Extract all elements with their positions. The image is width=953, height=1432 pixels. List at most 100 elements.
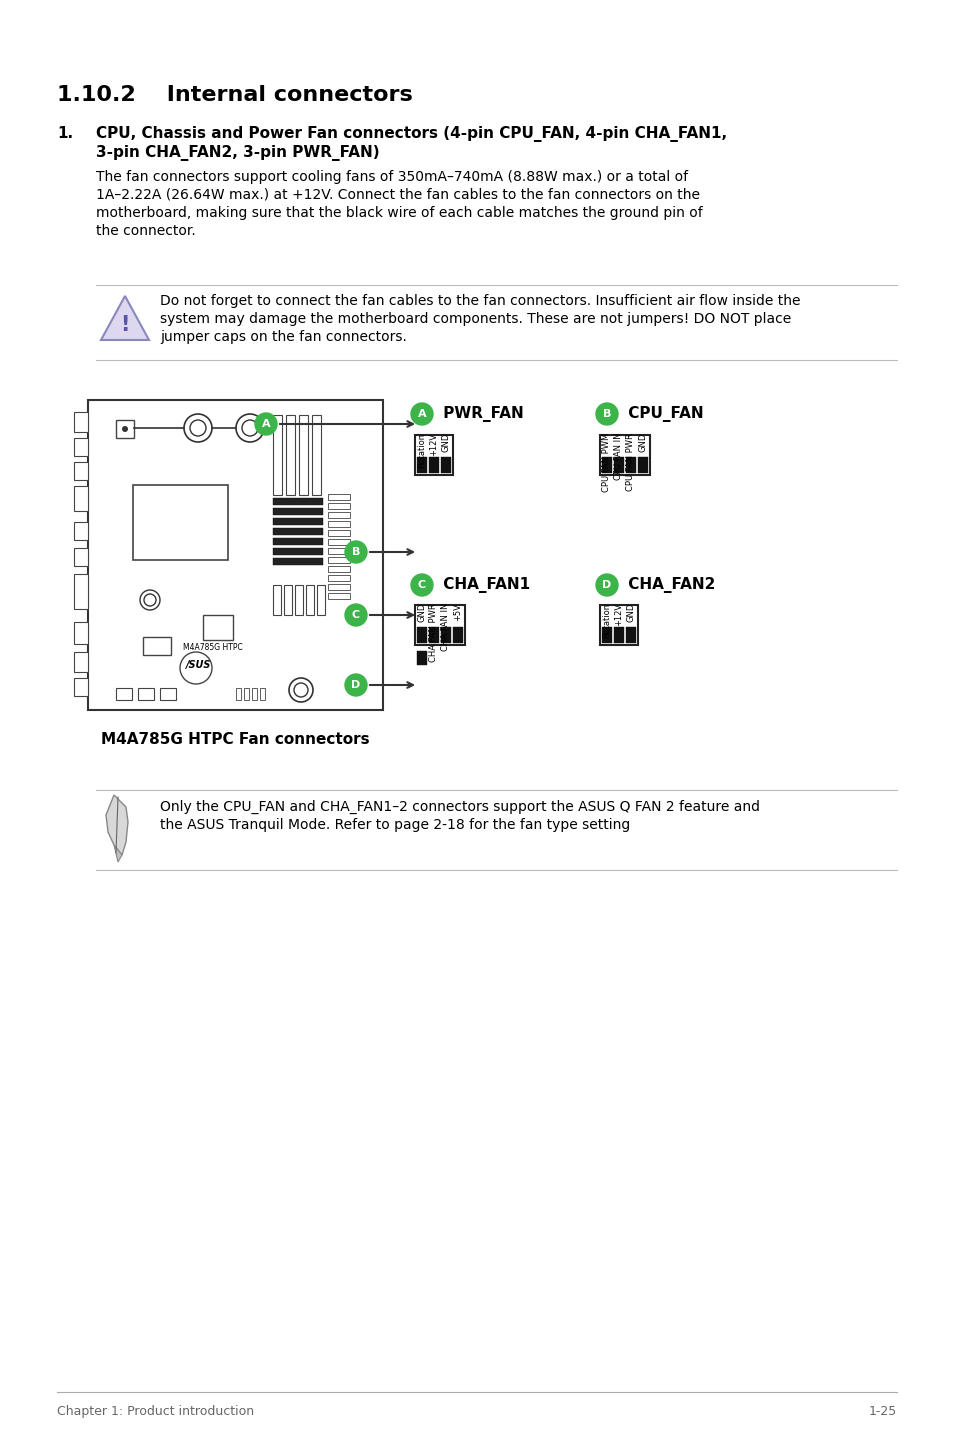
Text: +12V: +12V bbox=[614, 603, 623, 626]
Text: 1A–2.22A (26.64W max.) at +12V. Connect the fan cables to the fan connectors on : 1A–2.22A (26.64W max.) at +12V. Connect … bbox=[96, 188, 700, 202]
FancyBboxPatch shape bbox=[328, 530, 350, 536]
Text: The fan connectors support cooling fans of 350mA–740mA (8.88W max.) or a total o: The fan connectors support cooling fans … bbox=[96, 170, 687, 183]
FancyBboxPatch shape bbox=[328, 538, 350, 546]
Text: GND: GND bbox=[441, 432, 450, 453]
Text: +5V: +5V bbox=[453, 603, 462, 621]
Circle shape bbox=[190, 420, 206, 435]
Text: CPU FAN IN: CPU FAN IN bbox=[614, 432, 623, 481]
Text: +12V: +12V bbox=[429, 432, 438, 457]
Circle shape bbox=[254, 412, 276, 435]
FancyBboxPatch shape bbox=[284, 586, 292, 614]
Circle shape bbox=[596, 574, 618, 596]
FancyBboxPatch shape bbox=[328, 584, 350, 590]
Text: 1.: 1. bbox=[57, 126, 73, 140]
FancyBboxPatch shape bbox=[260, 687, 265, 700]
Circle shape bbox=[184, 414, 212, 442]
FancyBboxPatch shape bbox=[273, 518, 323, 526]
Circle shape bbox=[596, 402, 618, 425]
Text: D: D bbox=[601, 580, 611, 590]
FancyBboxPatch shape bbox=[415, 604, 464, 644]
Text: Rotation: Rotation bbox=[602, 603, 611, 639]
FancyBboxPatch shape bbox=[328, 576, 350, 581]
Text: Do not forget to connect the fan cables to the fan connectors. Insufficient air : Do not forget to connect the fan cables … bbox=[160, 294, 800, 308]
FancyBboxPatch shape bbox=[312, 415, 320, 495]
FancyBboxPatch shape bbox=[116, 420, 133, 438]
FancyBboxPatch shape bbox=[74, 652, 88, 672]
Circle shape bbox=[411, 574, 433, 596]
FancyBboxPatch shape bbox=[416, 457, 427, 473]
Text: GND: GND bbox=[626, 603, 635, 623]
FancyBboxPatch shape bbox=[614, 627, 623, 643]
Polygon shape bbox=[113, 845, 122, 862]
FancyBboxPatch shape bbox=[638, 457, 647, 473]
Text: B: B bbox=[352, 547, 360, 557]
FancyBboxPatch shape bbox=[453, 627, 462, 643]
Text: B: B bbox=[602, 410, 611, 420]
FancyBboxPatch shape bbox=[74, 463, 88, 480]
FancyBboxPatch shape bbox=[273, 498, 323, 505]
Text: Chapter 1: Product introduction: Chapter 1: Product introduction bbox=[57, 1405, 253, 1418]
Text: CPU, Chassis and Power Fan connectors (4-pin CPU_FAN, 4-pin CHA_FAN1,: CPU, Chassis and Power Fan connectors (4… bbox=[96, 126, 726, 142]
FancyBboxPatch shape bbox=[74, 574, 88, 609]
FancyBboxPatch shape bbox=[273, 415, 282, 495]
FancyBboxPatch shape bbox=[440, 457, 451, 473]
FancyBboxPatch shape bbox=[625, 457, 636, 473]
FancyBboxPatch shape bbox=[74, 523, 88, 540]
Text: the ASUS Tranquil Mode. Refer to page 2-18 for the fan type setting: the ASUS Tranquil Mode. Refer to page 2-… bbox=[160, 818, 630, 832]
Text: A: A bbox=[417, 410, 426, 420]
Text: PWR_FAN: PWR_FAN bbox=[437, 407, 523, 422]
Text: CHA_FAN2: CHA_FAN2 bbox=[622, 577, 715, 593]
FancyBboxPatch shape bbox=[74, 621, 88, 644]
FancyBboxPatch shape bbox=[625, 627, 636, 643]
Text: motherboard, making sure that the black wire of each cable matches the ground pi: motherboard, making sure that the black … bbox=[96, 206, 702, 221]
Text: 1.10.2    Internal connectors: 1.10.2 Internal connectors bbox=[57, 84, 413, 105]
Text: CHA FAN IN: CHA FAN IN bbox=[441, 603, 450, 652]
FancyBboxPatch shape bbox=[273, 538, 323, 546]
Text: jumper caps on the fan connectors.: jumper caps on the fan connectors. bbox=[160, 329, 406, 344]
FancyBboxPatch shape bbox=[429, 457, 438, 473]
Text: GND: GND bbox=[638, 432, 647, 453]
Text: Rotation: Rotation bbox=[417, 432, 426, 468]
Circle shape bbox=[235, 414, 264, 442]
FancyBboxPatch shape bbox=[601, 627, 612, 643]
Circle shape bbox=[140, 590, 160, 610]
FancyBboxPatch shape bbox=[328, 557, 350, 563]
FancyBboxPatch shape bbox=[273, 558, 323, 566]
FancyBboxPatch shape bbox=[328, 593, 350, 599]
Text: CPU_FAN: CPU_FAN bbox=[622, 407, 703, 422]
Text: system may damage the motherboard components. These are not jumpers! DO NOT plac: system may damage the motherboard compon… bbox=[160, 312, 790, 326]
Text: GND: GND bbox=[417, 603, 426, 623]
Text: D: D bbox=[351, 680, 360, 690]
Circle shape bbox=[122, 425, 128, 432]
FancyBboxPatch shape bbox=[316, 586, 325, 614]
FancyBboxPatch shape bbox=[138, 687, 153, 700]
FancyBboxPatch shape bbox=[294, 586, 303, 614]
FancyBboxPatch shape bbox=[74, 485, 88, 511]
FancyBboxPatch shape bbox=[203, 614, 233, 640]
Polygon shape bbox=[101, 296, 149, 339]
Text: 3-pin CHA_FAN2, 3-pin PWR_FAN): 3-pin CHA_FAN2, 3-pin PWR_FAN) bbox=[96, 145, 379, 160]
Text: CHA FAN PWR: CHA FAN PWR bbox=[429, 603, 438, 662]
Text: C: C bbox=[352, 610, 359, 620]
FancyBboxPatch shape bbox=[143, 637, 171, 654]
Polygon shape bbox=[106, 795, 128, 855]
FancyBboxPatch shape bbox=[306, 586, 314, 614]
Circle shape bbox=[345, 604, 367, 626]
FancyBboxPatch shape bbox=[286, 415, 294, 495]
FancyBboxPatch shape bbox=[440, 627, 451, 643]
FancyBboxPatch shape bbox=[132, 485, 228, 560]
FancyBboxPatch shape bbox=[273, 548, 323, 556]
FancyBboxPatch shape bbox=[273, 508, 323, 516]
FancyBboxPatch shape bbox=[273, 586, 281, 614]
Text: /SUS: /SUS bbox=[186, 660, 212, 670]
FancyBboxPatch shape bbox=[415, 435, 453, 475]
FancyBboxPatch shape bbox=[601, 457, 612, 473]
FancyBboxPatch shape bbox=[328, 503, 350, 508]
FancyBboxPatch shape bbox=[74, 438, 88, 455]
Text: C: C bbox=[417, 580, 426, 590]
Text: CHA_FAN1: CHA_FAN1 bbox=[437, 577, 530, 593]
FancyBboxPatch shape bbox=[252, 687, 256, 700]
Circle shape bbox=[294, 683, 308, 697]
Text: CPU FAN PWR: CPU FAN PWR bbox=[626, 432, 635, 491]
FancyBboxPatch shape bbox=[235, 687, 241, 700]
